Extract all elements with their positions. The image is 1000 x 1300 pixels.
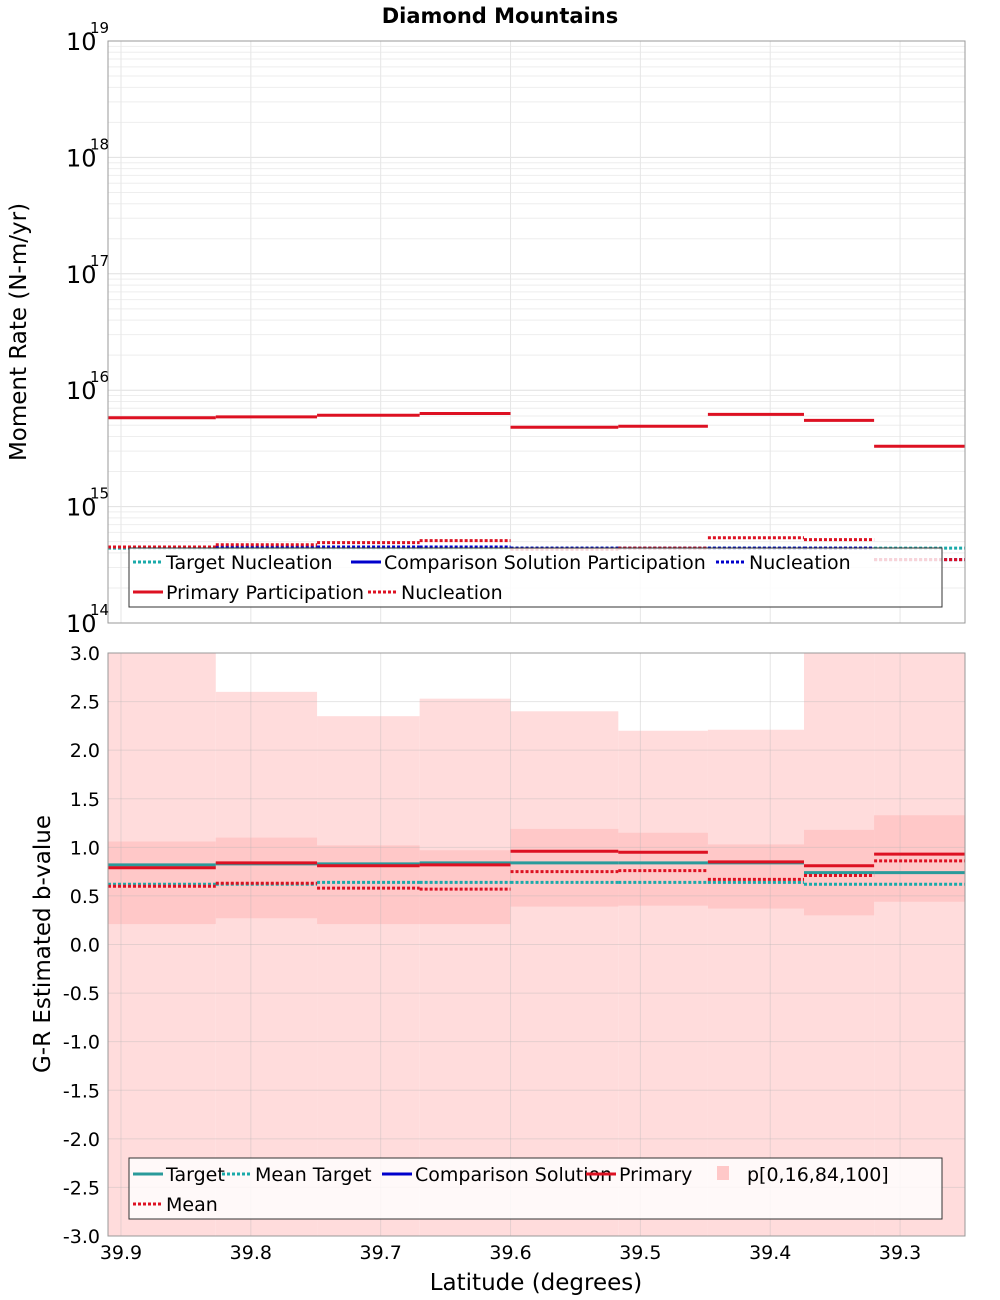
legend-label: Primary: [619, 1164, 692, 1186]
legend-label: Target: [165, 1164, 225, 1186]
moment-rate-y-tick-base: 10: [66, 261, 97, 289]
moment-rate-legend: Target Nucleation Comparison Solution Par…: [128, 547, 943, 608]
moment-rate-gridlines: [108, 41, 965, 624]
legend-label: p[0,16,84,100]: [747, 1164, 889, 1186]
b-value-y-tick-label: 3.0: [70, 643, 100, 665]
percentile-band-inner: [317, 845, 420, 925]
percentile-band-inner: [874, 815, 965, 902]
x-tick-label: 39.8: [230, 1242, 272, 1264]
legend-box: [128, 547, 943, 608]
moment-rate-y-tick-base: 10: [66, 494, 97, 522]
percentile-band-inner: [419, 850, 511, 925]
b-value-plot-frame: [107, 652, 966, 1237]
moment-rate-y-tick-exponent: 19: [90, 19, 109, 37]
b-value-y-tick-label: 0.0: [70, 935, 100, 957]
legend-label: Mean Target: [255, 1164, 372, 1186]
moment-rate-y-tick-exponent: 16: [90, 368, 109, 386]
moment-rate-y-tick-base: 10: [66, 144, 97, 172]
percentile-band-outer: [707, 729, 804, 1236]
moment-rate-y-tick-base: 10: [66, 610, 97, 638]
percentile-band-outer: [317, 716, 420, 1236]
x-tick-label: 39.4: [749, 1242, 791, 1264]
moment-rate-y-tick-base: 10: [66, 28, 97, 56]
legend-swatch: [717, 1166, 729, 1180]
b-value-series: [108, 849, 965, 891]
x-tick-label: 39.5: [619, 1242, 661, 1264]
legend-label: Comparison Solution Participation: [384, 552, 706, 574]
percentile-band-inner: [707, 844, 804, 909]
percentile-band-outer: [108, 653, 216, 1236]
b-value-y-tick-label: -3.0: [63, 1226, 100, 1248]
percentile-band-inner: [618, 832, 708, 906]
b-value-panel: 3.0 2.5 2.0 1.5 1.0 0.5 0.0 -0.5 -1.0 -1.5 -2.0 -2.…: [30, 643, 966, 1248]
moment-rate-y-tick-base: 10: [66, 377, 97, 405]
b-value-y-tick-label: -1.5: [63, 1080, 100, 1102]
x-axis-ticks: 39.9 39.8 39.7 39.6 39.5 39.4 39.3: [100, 1242, 921, 1264]
b-value-y-tick-label: 2.5: [70, 692, 100, 714]
percentile-band-outer: [215, 691, 318, 1236]
legend-label: Primary Participation: [166, 582, 364, 604]
x-tick-label: 39.9: [100, 1242, 142, 1264]
legend-label: Comparison Solution: [415, 1164, 612, 1186]
legend-label: Mean: [166, 1194, 218, 1216]
b-value-y-tick-label: -2.5: [63, 1177, 100, 1199]
percentile-band-outer: [510, 711, 619, 1236]
b-value-y-tick-label: -1.0: [63, 1032, 100, 1054]
percentile-band-outer: [419, 698, 511, 1236]
b-value-y-tick-label: 0.5: [70, 886, 100, 908]
moment-rate-y-tick-exponent: 15: [90, 485, 109, 503]
percentile-band-inner: [510, 828, 619, 907]
moment-rate-plot-frame: [107, 40, 966, 624]
x-tick-label: 39.6: [489, 1242, 531, 1264]
moment-rate-series: [108, 412, 965, 562]
b-value-y-tick-label: -0.5: [63, 983, 100, 1005]
moment-rate-y-tick-exponent: 14: [90, 601, 109, 619]
legend-label: Target Nucleation: [165, 552, 333, 574]
chart-title: Diamond Mountains: [382, 4, 619, 28]
legend-box: [128, 1157, 943, 1220]
x-tick-label: 39.7: [360, 1242, 402, 1264]
b-value-percentile-bands: [108, 653, 965, 1236]
legend-label: Nucleation: [749, 552, 851, 574]
b-value-y-tick-label: -2.0: [63, 1129, 100, 1151]
moment-rate-y-tick-exponent: 18: [90, 135, 109, 153]
percentile-band-outer: [618, 730, 708, 1236]
x-axis-label: Latitude (degrees): [430, 1270, 643, 1296]
percentile-band-inner: [215, 837, 318, 919]
moment-rate-y-tick-exponent: 17: [90, 252, 109, 270]
x-tick-label: 39.3: [879, 1242, 921, 1264]
b-value-legend: Target Mean Target Comparison Solution Prim…: [128, 1157, 943, 1220]
b-value-y-axis-label: G-R Estimated b-value: [30, 815, 56, 1073]
legend-label: Nucleation: [401, 582, 503, 604]
b-value-y-tick-label: 1.5: [70, 789, 100, 811]
b-value-y-tick-label: 1.0: [70, 837, 100, 859]
percentile-band-outer: [803, 653, 875, 1236]
percentile-band-outer: [874, 653, 965, 1236]
b-value-y-ticks: 3.0 2.5 2.0 1.5 1.0 0.5 0.0 -0.5 -1.0 -1.5 -2.0 -2.…: [63, 643, 100, 1248]
moment-rate-y-axis-label: Moment Rate (N-m/yr): [6, 203, 32, 461]
b-value-y-tick-label: 2.0: [70, 740, 100, 762]
